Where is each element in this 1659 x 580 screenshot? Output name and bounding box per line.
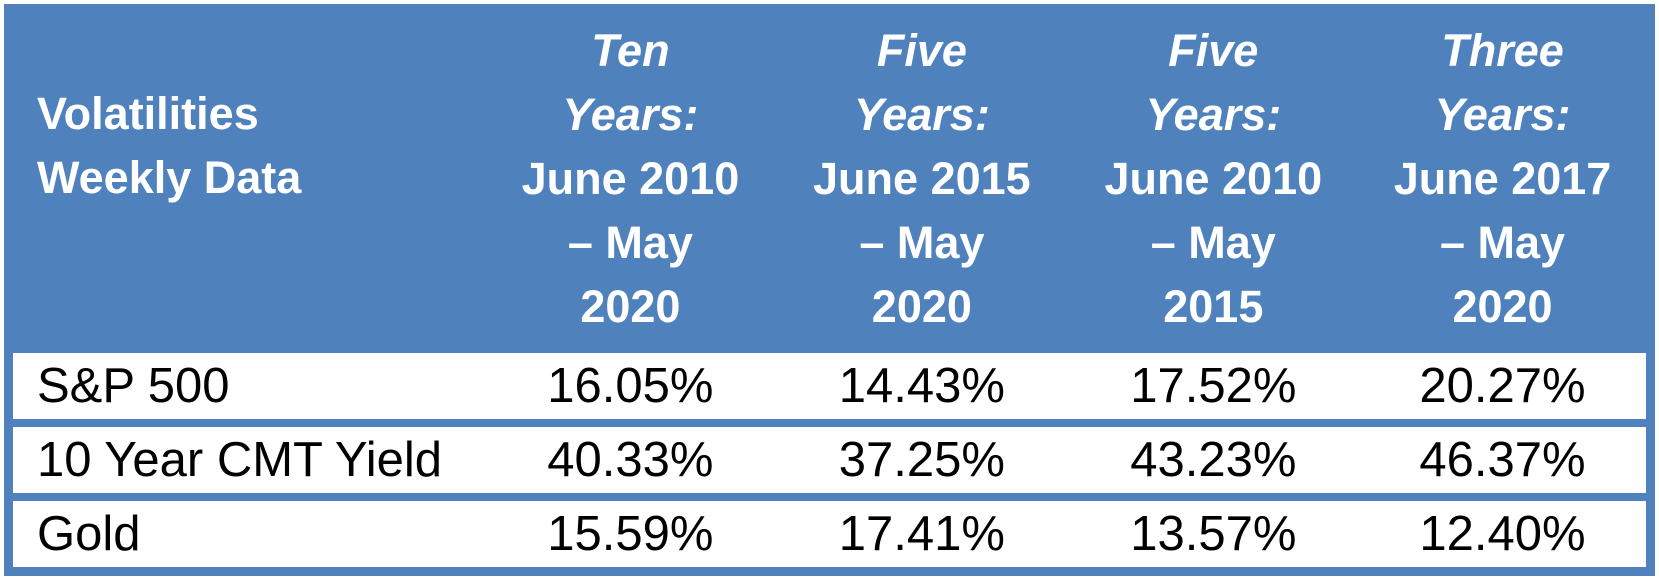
table-row-gold: Gold 15.59% 17.41% 13.57% 12.40% <box>8 493 1651 572</box>
table-row-cmt-yield: 10 Year CMT Yield 40.33% 37.25% 43.23% 4… <box>8 418 1651 498</box>
value-cell: 17.41% <box>776 493 1068 572</box>
value-cell: 14.43% <box>776 344 1068 423</box>
period-name: Ten Years: <box>562 24 699 140</box>
header-cell-five-years-early: Five Years: June 2010 – May 2015 <box>1067 8 1360 349</box>
volatility-table: Volatilities Weekly Data Ten Years: June… <box>4 4 1655 576</box>
header-row: Volatilities Weekly Data Ten Years: June… <box>8 8 1651 349</box>
table-header: Volatilities Weekly Data Ten Years: June… <box>8 8 1651 349</box>
header-cell-five-years-recent: Five Years: June 2015 – May 2020 <box>776 8 1068 349</box>
period-name: Three Years: <box>1434 24 1571 140</box>
period-range: June 2017 – May 2020 <box>1393 152 1612 332</box>
header-cell-three-years: Three Years: June 2017 – May 2020 <box>1359 8 1651 349</box>
value-cell: 16.05% <box>484 344 777 423</box>
row-label: S&P 500 <box>8 344 485 423</box>
value-cell: 40.33% <box>484 418 777 498</box>
header-cell-ten-years: Ten Years: June 2010 – May 2020 <box>484 8 777 349</box>
table-body: S&P 500 16.05% 14.43% 17.52% 20.27% 10 Y… <box>8 344 1651 572</box>
value-cell: 37.25% <box>776 418 1068 498</box>
value-cell: 13.57% <box>1067 493 1360 572</box>
table-row-sp500: S&P 500 16.05% 14.43% 17.52% 20.27% <box>8 344 1651 423</box>
period-range: June 2010 – May 2015 <box>1104 152 1323 332</box>
period-range: June 2015 – May 2020 <box>813 152 1031 332</box>
value-cell: 43.23% <box>1067 418 1360 498</box>
value-cell: 15.59% <box>484 493 777 572</box>
period-name: Five Years: <box>853 24 990 140</box>
header-corner-label: Volatilities Weekly Data <box>8 8 485 349</box>
value-cell: 17.52% <box>1067 344 1360 423</box>
value-cell: 12.40% <box>1359 493 1651 572</box>
value-cell: 20.27% <box>1359 344 1651 423</box>
row-label: 10 Year CMT Yield <box>8 418 485 498</box>
value-cell: 46.37% <box>1359 418 1651 498</box>
period-name: Five Years: <box>1145 24 1282 140</box>
row-label: Gold <box>8 493 485 572</box>
period-range: June 2010 – May 2020 <box>521 152 740 332</box>
